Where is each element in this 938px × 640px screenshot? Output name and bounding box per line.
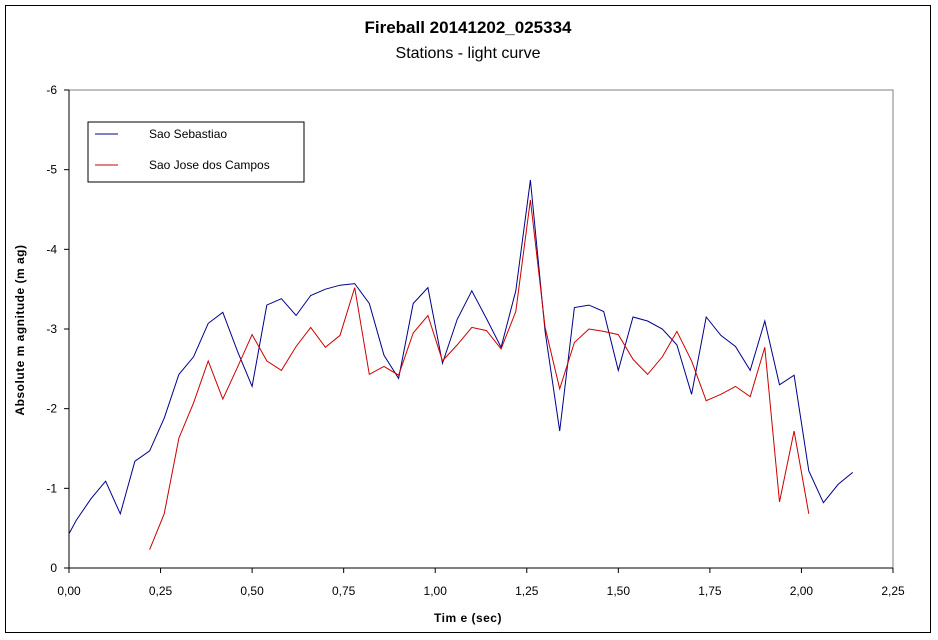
chart-title: Fireball 20141202_025334 xyxy=(364,18,572,37)
y-axis-label: Absolute m agnitude (m ag) xyxy=(13,244,27,415)
legend: Sao Sebastiao Sao Jose dos Campos xyxy=(87,121,305,183)
series-line-sao-jose-dos-campos xyxy=(149,199,810,550)
y-tick-label: -3 xyxy=(46,322,57,336)
x-tick-label: 1,75 xyxy=(698,584,722,598)
series-line-sao-sebastiao xyxy=(68,179,854,534)
x-tick-label: 1,00 xyxy=(424,584,448,598)
legend-box xyxy=(87,121,305,183)
x-tick-label: 2,00 xyxy=(790,584,814,598)
x-tick-label: 0,00 xyxy=(57,584,81,598)
legend-label-sao-sebastiao: Sao Sebastiao xyxy=(149,127,227,141)
y-tick-label: -4 xyxy=(46,242,57,256)
y-tick-label: 0 xyxy=(50,561,57,575)
x-tick-label: 1,50 xyxy=(607,584,631,598)
x-axis-label: Tim e (sec) xyxy=(434,611,502,625)
x-tick-label: 0,50 xyxy=(240,584,264,598)
x-tick-label: 1,25 xyxy=(515,584,539,598)
y-tick-label: -2 xyxy=(46,402,57,416)
chart-frame xyxy=(5,5,931,633)
y-tick-label: -1 xyxy=(46,481,57,495)
x-tick-label: 2,25 xyxy=(881,584,905,598)
legend-label-sao-jose-dos-campos: Sao Jose dos Campos xyxy=(149,158,270,172)
chart-subtitle: Stations - light curve xyxy=(396,45,541,62)
y-tick-label: -6 xyxy=(46,83,57,97)
x-tick-label: 0,75 xyxy=(332,584,356,598)
x-tick-label: 0,25 xyxy=(149,584,173,598)
y-tick-label: -5 xyxy=(46,163,57,177)
